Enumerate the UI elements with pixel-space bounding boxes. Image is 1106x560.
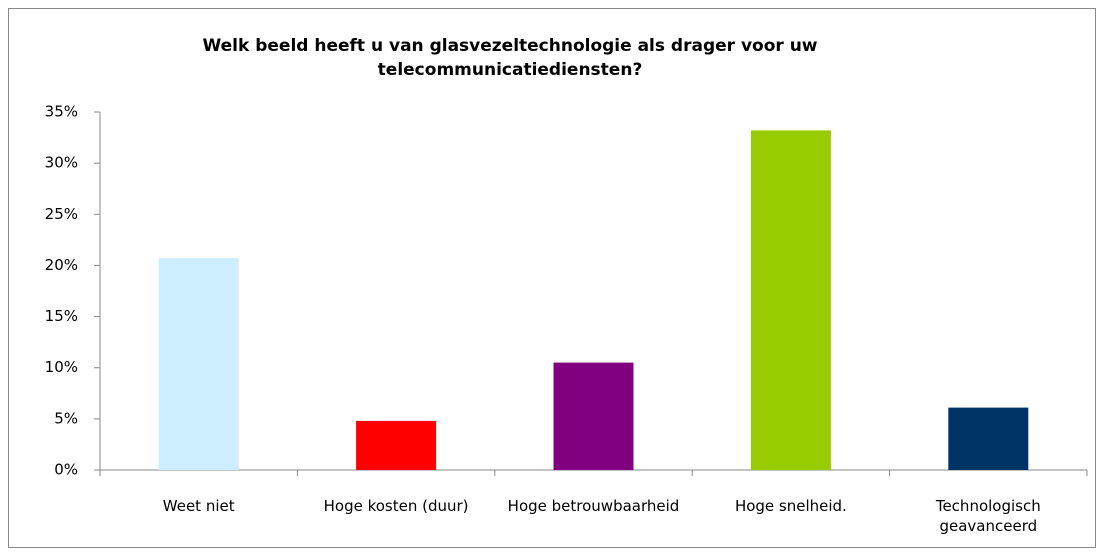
y-tick-label: 20% <box>45 256 78 274</box>
y-tick-label: 10% <box>45 358 78 376</box>
y-tick-label: 0% <box>54 461 78 479</box>
bar <box>356 420 437 470</box>
y-tick-label: 5% <box>54 409 78 427</box>
x-tick-label: Technologisch geavanceerd <box>935 497 1041 535</box>
y-tick-label: 25% <box>45 205 78 223</box>
chart-title: Welk beeld heeft u van glasvezeltechnolo… <box>202 36 818 80</box>
bar <box>948 407 1029 470</box>
y-tick-label: 30% <box>45 154 78 172</box>
y-tick-label: 15% <box>45 307 78 325</box>
x-tick-label: Weet niet <box>162 497 235 515</box>
x-tick-label: Hoge betrouwbaarheid <box>507 497 680 515</box>
x-tick-label: Hoge kosten (duur) <box>323 497 469 515</box>
chart-frame <box>8 8 1096 548</box>
bar <box>553 362 634 470</box>
y-tick-label: 35% <box>45 103 78 121</box>
bar <box>158 258 239 470</box>
bar <box>750 130 831 470</box>
x-tick-label: Hoge snelheid. <box>734 497 847 515</box>
